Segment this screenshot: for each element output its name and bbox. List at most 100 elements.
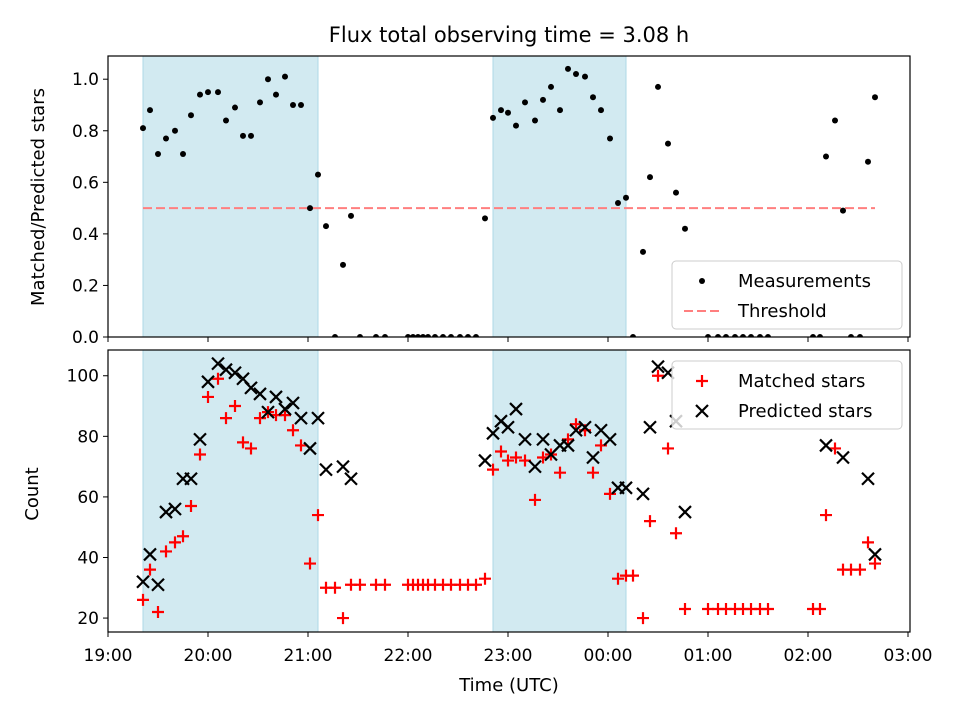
axes-frame — [107, 349, 911, 633]
y-tick-label: 0.4 — [72, 225, 99, 245]
measurement-point — [215, 89, 221, 96]
measurement-point — [223, 117, 229, 124]
predicted-point — [518, 432, 532, 447]
measurement-point — [705, 334, 711, 337]
measurement-point — [205, 89, 211, 96]
measurement-point — [682, 225, 688, 232]
y-tick-label: 1.0 — [72, 70, 99, 90]
matched-point — [177, 530, 189, 543]
legend: Matched stars Predicted stars — [671, 360, 903, 430]
matched-point — [587, 466, 599, 479]
matched-point — [814, 602, 826, 615]
legend-label: Measurements — [738, 271, 871, 292]
matched-point — [202, 390, 214, 403]
y-tick-label: 100 — [67, 367, 99, 387]
measurement-point — [810, 334, 816, 337]
matched-point — [337, 612, 349, 625]
predicted-point — [151, 577, 165, 592]
y-tick-label: 0.8 — [72, 122, 99, 142]
legend-label: Matched stars — [738, 371, 865, 392]
predicted-point — [501, 420, 515, 435]
measurement-point — [340, 261, 346, 268]
predicted-point — [651, 359, 665, 374]
predicted-point — [303, 441, 317, 456]
x-tick-label: 01:00 — [684, 646, 733, 666]
matched-point — [254, 412, 266, 425]
matched-point — [820, 509, 832, 522]
measurement-point — [323, 223, 329, 230]
measurement-point — [765, 334, 771, 337]
x-tick-label: 02:00 — [784, 646, 833, 666]
predicted-point — [586, 450, 600, 465]
predicted-point — [219, 362, 233, 377]
matched-point — [644, 515, 656, 528]
predicted-point — [184, 471, 198, 486]
matched-point — [869, 557, 881, 570]
matched-point — [287, 424, 299, 437]
measurement-point — [425, 334, 431, 337]
series-measurements — [140, 65, 878, 337]
measurement-point — [498, 107, 504, 114]
matched-point — [304, 557, 316, 570]
measurement-point — [723, 334, 729, 337]
predicted-point — [486, 426, 500, 441]
legend-dot-icon — [699, 278, 705, 284]
measurement-point — [823, 153, 829, 160]
measurement-point — [307, 205, 313, 212]
measurement-point — [522, 99, 528, 106]
measurement-point — [432, 334, 438, 337]
matched-point — [670, 527, 682, 540]
matched-point — [854, 563, 866, 576]
matched-point — [329, 581, 341, 594]
measurement-point — [865, 158, 871, 165]
matched-point — [829, 442, 841, 455]
matched-point — [229, 400, 241, 413]
measurement-point — [582, 73, 588, 80]
matched-point — [160, 545, 172, 558]
predicted-point — [561, 438, 575, 453]
matched-point — [570, 418, 582, 431]
matched-point — [295, 439, 307, 452]
predicted-point — [143, 547, 157, 562]
measurement-point — [357, 334, 363, 337]
ratio-panel: 0.0 0.2 0.4 0.6 0.8 1.0 Measurements Threshold — [72, 55, 911, 348]
measurement-point — [265, 76, 271, 83]
matched-point — [144, 563, 156, 576]
matched-point — [762, 602, 774, 615]
legend-box — [671, 260, 903, 330]
legend-label: Predicted stars — [738, 401, 872, 422]
predicted-point — [678, 505, 692, 519]
x-tick-label: 03:00 — [884, 646, 933, 666]
measurement-point — [665, 140, 671, 147]
measurement-point — [465, 334, 471, 337]
predicted-point — [478, 453, 492, 468]
matched-point — [354, 578, 366, 591]
predicted-point — [336, 459, 350, 474]
measurement-point — [420, 334, 426, 337]
measurement-point — [832, 117, 838, 124]
predicted-point — [253, 387, 267, 401]
predicted-point — [836, 450, 850, 465]
y-tick-label: 0.0 — [72, 328, 99, 348]
measurement-point — [298, 101, 304, 108]
measurement-point — [415, 334, 421, 337]
measurement-point — [590, 94, 596, 101]
predicted-point — [278, 402, 292, 416]
measurement-point — [273, 91, 279, 98]
matched-point — [245, 442, 257, 455]
shaded-band-1 — [492, 349, 627, 633]
measurement-point — [448, 334, 454, 337]
measurement-point — [163, 135, 169, 142]
predicted-point — [294, 411, 308, 425]
predicted-point — [868, 547, 882, 562]
chart-title: Flux total observing time = 3.08 h — [329, 23, 689, 47]
measurement-point — [540, 96, 546, 103]
measurement-point — [405, 334, 411, 337]
matched-point — [612, 572, 624, 585]
predicted-point — [603, 432, 617, 447]
matched-point — [212, 372, 224, 385]
matched-point — [495, 445, 507, 458]
y-tick-label: 0.2 — [72, 276, 99, 296]
measurement-point — [607, 135, 613, 142]
